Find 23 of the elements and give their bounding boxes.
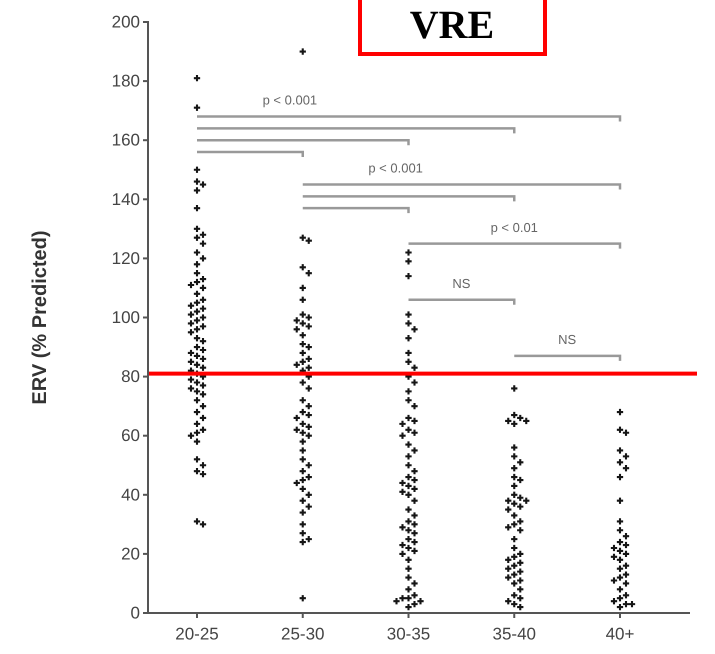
annotation: p < 0.001 [262, 92, 318, 108]
annotation: p < 0.01 [490, 220, 538, 235]
y-tick-label: 40 [121, 485, 140, 504]
y-tick-label: 200 [112, 12, 140, 32]
y-tick-label: 60 [121, 426, 140, 446]
y-tick-label: 120 [112, 248, 140, 268]
annotation: NS [452, 276, 471, 291]
y-tick-label: 100 [112, 308, 140, 327]
x-tick-label: 40+ [606, 624, 634, 644]
x-tick-label: 20-25 [175, 624, 219, 644]
y-tick-label: 0 [130, 603, 140, 622]
y-tick-label: 20 [121, 544, 140, 564]
y-tick-label: 80 [121, 367, 140, 386]
x-tick-label: 25-30 [281, 624, 324, 644]
y-axis-title: ERV (% Predicted) [29, 230, 51, 405]
y-tick-label: 140 [112, 190, 140, 209]
y-tick-label: 160 [112, 130, 140, 150]
y-tick-label: 180 [112, 72, 140, 91]
annotation: p < 0.001 [368, 160, 423, 176]
x-tick-label: 30-35 [386, 624, 430, 644]
chart-title: VRE [410, 2, 494, 47]
x-tick-label: 35-40 [492, 624, 536, 644]
annotation: NS [558, 332, 576, 348]
